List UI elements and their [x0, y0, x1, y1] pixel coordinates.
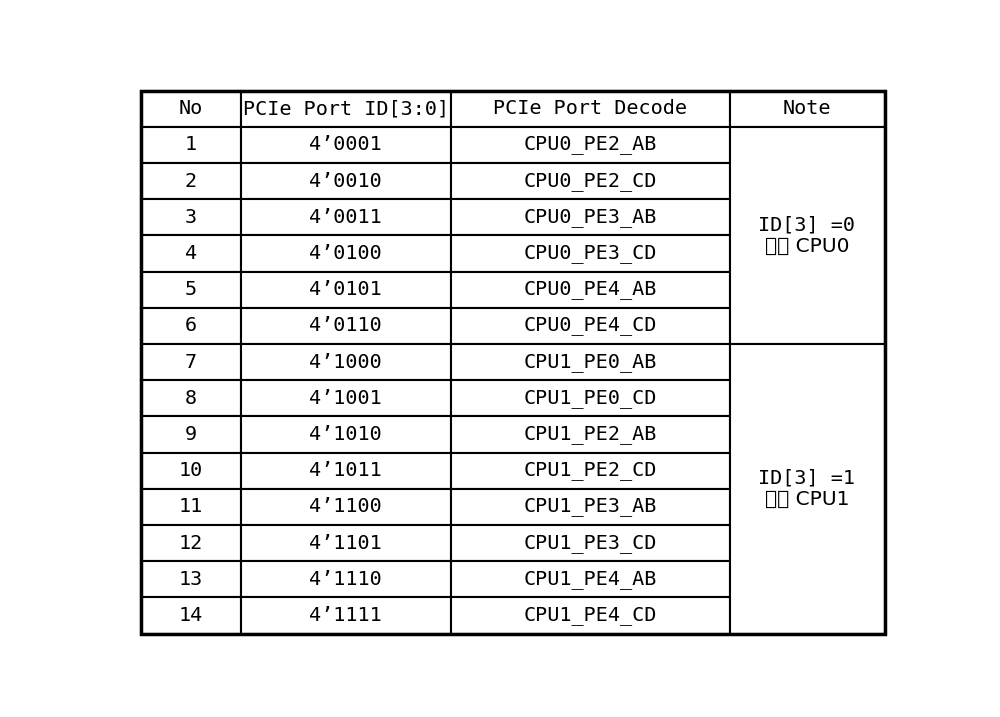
Bar: [450, 235, 730, 272]
Bar: [241, 597, 450, 634]
Bar: [140, 597, 241, 634]
Text: ID[3] =0: ID[3] =0: [759, 215, 856, 234]
Bar: [140, 127, 241, 163]
Text: CPU1_PE4_AB: CPU1_PE4_AB: [523, 570, 657, 589]
Text: 4’0011: 4’0011: [310, 208, 382, 227]
Text: 7: 7: [185, 353, 197, 371]
Bar: [140, 525, 241, 561]
Bar: [140, 489, 241, 525]
Text: CPU0_PE3_AB: CPU0_PE3_AB: [523, 208, 657, 227]
Text: CPU1_PE2_AB: CPU1_PE2_AB: [523, 425, 657, 444]
Text: CPU1_PE3_CD: CPU1_PE3_CD: [523, 533, 657, 553]
Bar: [140, 199, 241, 235]
Bar: [241, 525, 450, 561]
Bar: [140, 417, 241, 452]
Bar: [140, 561, 241, 597]
Bar: [241, 163, 450, 199]
Text: 4’1011: 4’1011: [310, 461, 382, 480]
Bar: [241, 417, 450, 452]
Bar: [241, 561, 450, 597]
Bar: [450, 525, 730, 561]
Text: 12: 12: [179, 533, 203, 553]
Text: PCIe Port ID[3:0]: PCIe Port ID[3:0]: [243, 99, 449, 118]
Text: 4’0101: 4’0101: [310, 280, 382, 299]
Text: 4’1010: 4’1010: [310, 425, 382, 444]
Text: CPU0_PE2_AB: CPU0_PE2_AB: [523, 136, 657, 154]
Bar: [730, 344, 885, 634]
Text: 14: 14: [179, 606, 203, 625]
Text: 4: 4: [185, 244, 197, 263]
Bar: [140, 308, 241, 344]
Text: 4’1100: 4’1100: [310, 498, 382, 516]
Text: 5: 5: [185, 280, 197, 299]
Bar: [140, 235, 241, 272]
Text: CPU1_PE0_CD: CPU1_PE0_CD: [523, 389, 657, 408]
Bar: [140, 272, 241, 308]
Text: 10: 10: [179, 461, 203, 480]
Text: 4’0110: 4’0110: [310, 316, 382, 336]
Text: 4’1110: 4’1110: [310, 570, 382, 589]
Text: CPU0_PE4_CD: CPU0_PE4_CD: [523, 316, 657, 336]
Bar: [241, 344, 450, 380]
Text: 8: 8: [185, 389, 197, 408]
Bar: [241, 235, 450, 272]
Text: 11: 11: [179, 498, 203, 516]
Bar: [450, 308, 730, 344]
Bar: [450, 561, 730, 597]
Text: Note: Note: [783, 99, 831, 118]
Bar: [241, 452, 450, 489]
Bar: [140, 344, 241, 380]
Text: 4’1111: 4’1111: [310, 606, 382, 625]
Bar: [140, 90, 241, 127]
Text: CPU1_PE0_AB: CPU1_PE0_AB: [523, 353, 657, 371]
Bar: [241, 272, 450, 308]
Bar: [450, 344, 730, 380]
Text: CPU0_PE3_CD: CPU0_PE3_CD: [523, 244, 657, 263]
Bar: [450, 417, 730, 452]
Text: 9: 9: [185, 425, 197, 444]
Bar: [450, 163, 730, 199]
Bar: [140, 163, 241, 199]
Text: 4’1101: 4’1101: [310, 533, 382, 553]
Text: CPU1_PE3_AB: CPU1_PE3_AB: [523, 498, 657, 516]
Text: 1: 1: [185, 136, 197, 154]
Text: 代表 CPU1: 代表 CPU1: [765, 490, 849, 509]
Bar: [450, 489, 730, 525]
Bar: [450, 452, 730, 489]
Text: CPU0_PE2_CD: CPU0_PE2_CD: [523, 171, 657, 191]
Text: 3: 3: [185, 208, 197, 227]
Bar: [241, 199, 450, 235]
Text: 4’0010: 4’0010: [310, 171, 382, 191]
Bar: [241, 380, 450, 417]
Bar: [450, 127, 730, 163]
Bar: [730, 127, 885, 344]
Bar: [241, 90, 450, 127]
Text: CPU0_PE4_AB: CPU0_PE4_AB: [523, 280, 657, 299]
Bar: [241, 308, 450, 344]
Text: 4’0001: 4’0001: [310, 136, 382, 154]
Text: PCIe Port Decode: PCIe Port Decode: [493, 99, 687, 118]
Bar: [140, 452, 241, 489]
Text: 13: 13: [179, 570, 203, 589]
Text: No: No: [179, 99, 203, 118]
Text: 4’1001: 4’1001: [310, 389, 382, 408]
Text: 代表 CPU0: 代表 CPU0: [765, 237, 849, 256]
Text: ID[3] =1: ID[3] =1: [759, 468, 856, 488]
Text: 2: 2: [185, 171, 197, 191]
Bar: [241, 489, 450, 525]
Text: CPU1_PE2_CD: CPU1_PE2_CD: [523, 461, 657, 480]
Bar: [450, 597, 730, 634]
Bar: [241, 127, 450, 163]
Bar: [450, 90, 730, 127]
Bar: [450, 380, 730, 417]
Bar: [450, 272, 730, 308]
Text: 4’0100: 4’0100: [310, 244, 382, 263]
Bar: [730, 90, 885, 127]
Bar: [450, 199, 730, 235]
Text: CPU1_PE4_CD: CPU1_PE4_CD: [523, 606, 657, 625]
Text: 6: 6: [185, 316, 197, 336]
Bar: [140, 380, 241, 417]
Text: 4’1000: 4’1000: [310, 353, 382, 371]
